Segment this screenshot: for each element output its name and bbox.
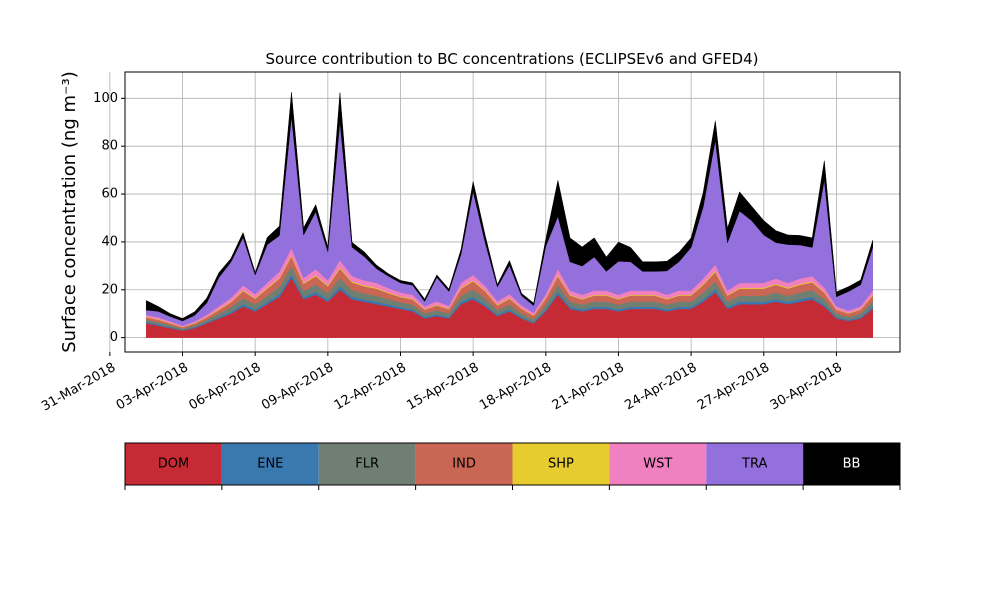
legend-label-bb: BB	[843, 457, 861, 472]
legend-label-ene: ENE	[257, 457, 283, 472]
stacked-areas	[145, 92, 874, 338]
legend-label-flr: FLR	[355, 457, 379, 472]
legend-swatch-dom	[125, 443, 222, 485]
legend-swatch-ind	[415, 443, 513, 485]
y-tick-label-5: 100	[93, 91, 118, 106]
legend-label-dom: DOM	[158, 457, 189, 472]
x-tick-label-3: 09-Apr-2018	[259, 360, 336, 413]
legend-swatch-tra	[706, 443, 804, 485]
x-tick-label-10: 30-Apr-2018	[768, 360, 845, 413]
legend-label-shp: SHP	[548, 457, 574, 472]
y-tick-label-1: 20	[101, 282, 118, 297]
x-tick-label-9: 27-Apr-2018	[695, 360, 772, 413]
x-tick-label-6: 18-Apr-2018	[477, 360, 554, 413]
x-tick-label-7: 21-Apr-2018	[550, 360, 627, 413]
legend-swatch-ene	[221, 443, 319, 485]
x-tick-label-0: 31-Mar-2018	[39, 360, 118, 414]
legend-swatch-flr	[318, 443, 416, 485]
legend-swatch-shp	[512, 443, 610, 485]
x-tick-label-4: 12-Apr-2018	[332, 360, 409, 413]
legend-colorbar: DOM ENE FLR IND SHP WST TRA BB	[124, 442, 901, 490]
y-tick-label-0: 0	[110, 330, 118, 345]
y-axis-label: Surface concentration (ng m⁻³)	[59, 71, 80, 353]
legend-swatch-wst	[609, 443, 707, 485]
chart-title: Source contribution to BC concentrations…	[265, 50, 758, 68]
legend-label-ind: IND	[452, 457, 476, 472]
x-tick-label-8: 24-Apr-2018	[622, 360, 699, 413]
legend-swatch-bb	[803, 443, 900, 485]
plot-frame	[124, 71, 901, 353]
x-tick-label-1: 03-Apr-2018	[114, 360, 191, 413]
x-tick-label-5: 15-Apr-2018	[404, 360, 481, 413]
y-tick-label-3: 60	[101, 187, 118, 202]
y-tick-label-4: 80	[101, 139, 118, 154]
legend-label-tra: TRA	[741, 457, 767, 472]
y-tick-label-2: 40	[101, 234, 118, 249]
x-tick-label-2: 06-Apr-2018	[186, 360, 263, 413]
area-bb	[145, 92, 874, 322]
legend-label-wst: WST	[643, 457, 672, 472]
